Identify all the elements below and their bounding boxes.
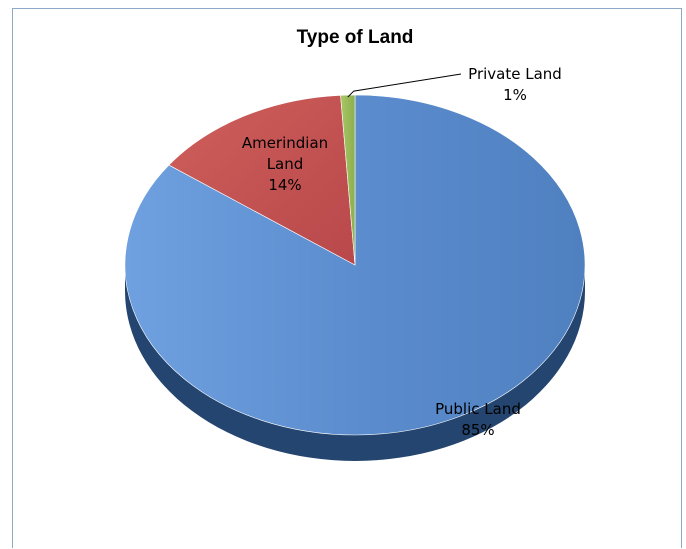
amerindian-land-label: Amerindian Land 14% xyxy=(242,134,328,194)
private-land-leader-line xyxy=(347,73,462,98)
private-land-label: Private Land 1% xyxy=(468,65,562,104)
chart-title: Type of Land xyxy=(297,27,414,48)
pie-chart: Type of Land Public Land 85% Amerindian Lan… xyxy=(124,27,586,461)
chart-frame: Type of Land Public Land 85% Amerindian Lan… xyxy=(12,8,682,548)
public-land-label: Public Land 85% xyxy=(435,400,521,439)
private-land-slice xyxy=(340,94,356,266)
amerindian-land-slice xyxy=(168,95,356,266)
